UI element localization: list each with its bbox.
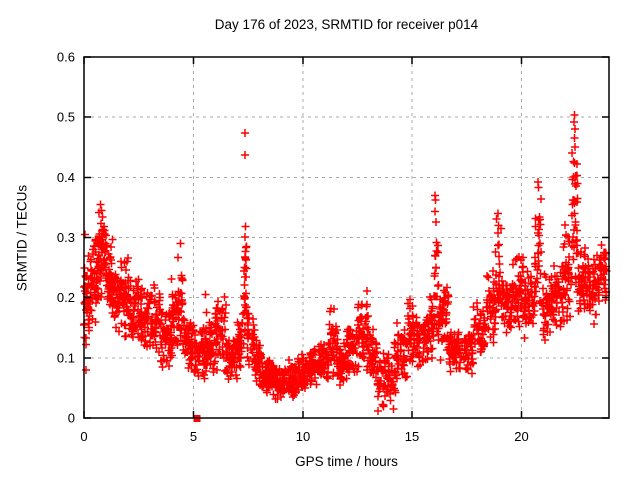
chart-title: Day 176 of 2023, SRMTID for receiver p01… — [214, 17, 479, 32]
y-tick-label: 0.3 — [57, 230, 75, 245]
x-tick-label: 0 — [80, 429, 87, 444]
tick-labels: 0 0.1 0.2 0.3 0.4 0.5 0.6 0 5 10 15 20 — [57, 50, 529, 445]
y-tick-label: 0.6 — [57, 50, 75, 65]
y-tick-label: 0.4 — [57, 170, 75, 185]
y-tick-label: 0 — [68, 411, 75, 426]
y-tick-label: 0.1 — [57, 351, 75, 366]
tick-marks — [83, 56, 609, 419]
x-tick-label: 10 — [296, 429, 310, 444]
x-tick-label: 15 — [405, 429, 419, 444]
data-points — [80, 111, 611, 415]
y-tick-label: 0.2 — [57, 290, 75, 305]
x-axis-label: GPS time / hours — [295, 454, 398, 469]
y-tick-label: 0.5 — [57, 110, 75, 125]
x-tick-label: 20 — [514, 429, 528, 444]
x-tick-label: 5 — [190, 429, 197, 444]
